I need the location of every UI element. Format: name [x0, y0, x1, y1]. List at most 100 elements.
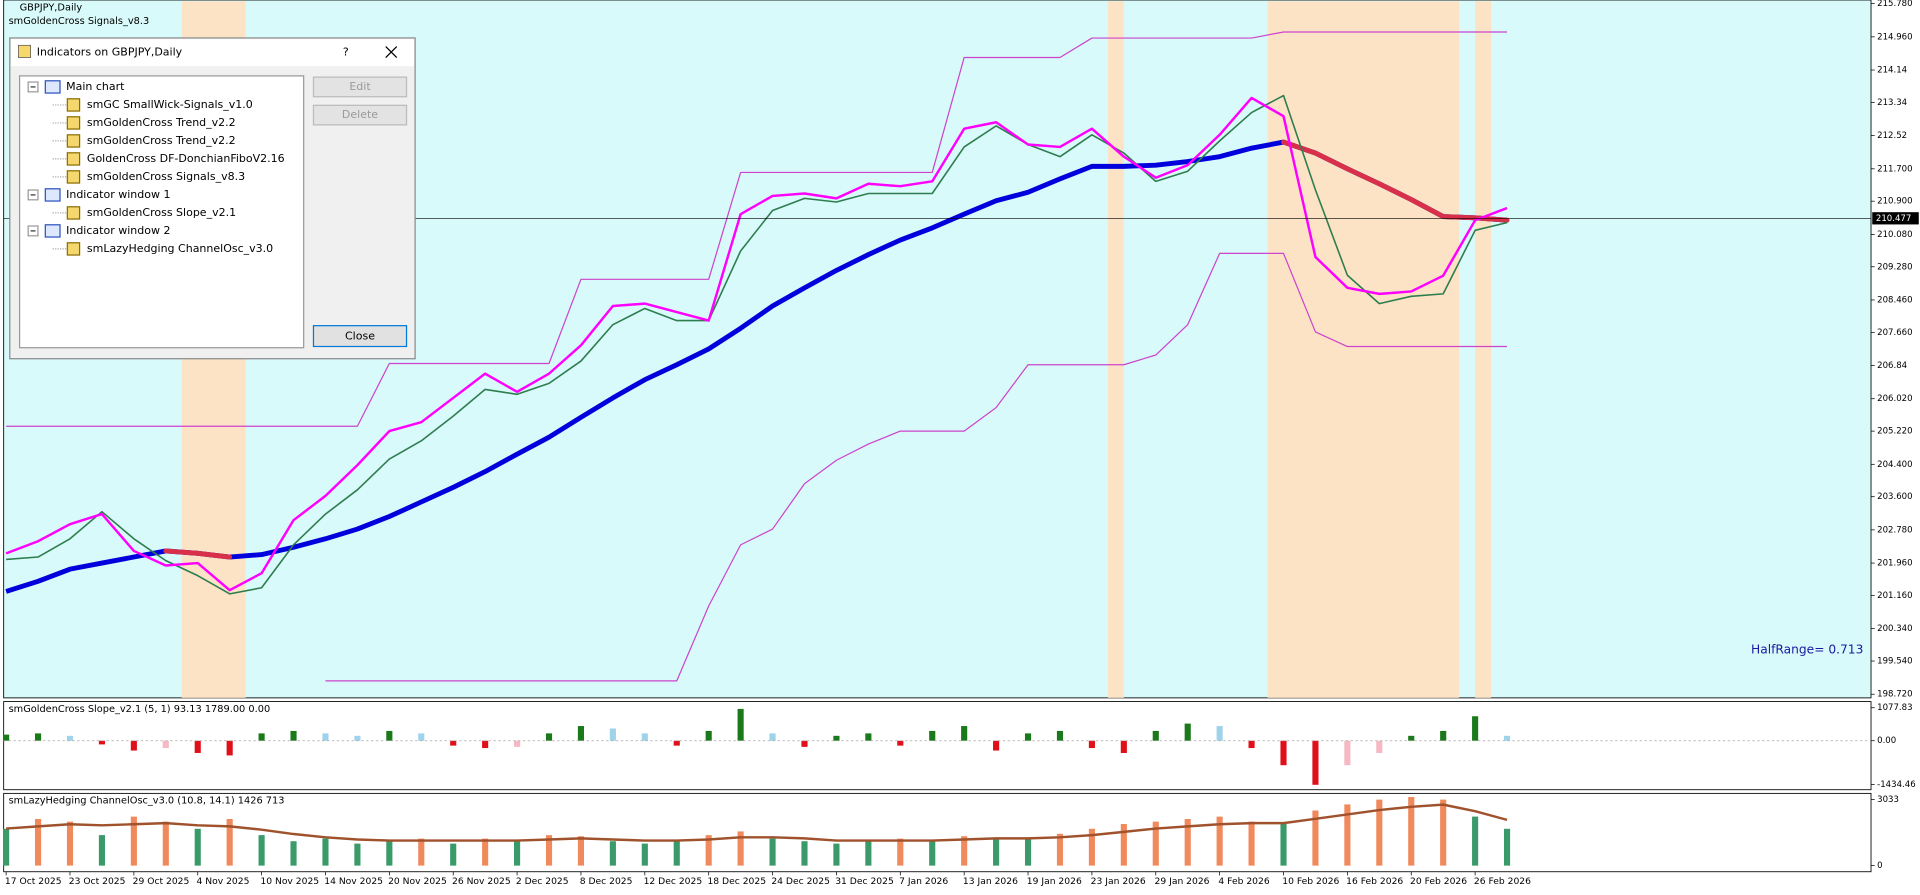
- slope-bar: [258, 733, 265, 741]
- window-icon: [44, 188, 61, 202]
- y-tick-label: 201.960: [1877, 559, 1912, 569]
- osc-bar: [577, 836, 585, 866]
- slope-bar: [833, 735, 840, 741]
- y-tick-label: 214.14: [1877, 66, 1907, 76]
- slope-bar: [897, 740, 904, 746]
- slope-bar: [322, 733, 329, 741]
- x-tick-label: 31 Dec 2025: [835, 876, 894, 887]
- slope-bar: [1312, 740, 1319, 785]
- slope-bar: [1408, 735, 1415, 741]
- x-tick-label: 26 Feb 2026: [1474, 876, 1531, 887]
- session-shade: [1107, 1, 1124, 698]
- osc-bar: [514, 841, 521, 866]
- indicator-line: [6, 803, 1508, 842]
- slope-bar: [577, 726, 585, 741]
- indicator-line: [6, 31, 1508, 427]
- osc-bar: [98, 835, 105, 866]
- slope-bar: [482, 740, 489, 749]
- osc-bar: [1248, 821, 1255, 866]
- x-tick-label: 29 Oct 2025: [133, 876, 190, 887]
- x-tick-label: 7 Jan 2026: [899, 876, 948, 887]
- x-tick-label: 4 Feb 2026: [1218, 876, 1269, 887]
- y-tick-label: 206.020: [1877, 394, 1912, 404]
- tree-item-label: smGoldenCross Slope_v2.1: [87, 206, 236, 219]
- pane-background: [3, 792, 1872, 873]
- osc-bar: [1280, 824, 1287, 866]
- x-tick-label: 23 Jan 2026: [1091, 876, 1146, 887]
- window-icon: [44, 80, 61, 94]
- falling-segment: [195, 550, 233, 560]
- osc-bar: [1472, 816, 1479, 866]
- indicator-line: [325, 252, 1508, 682]
- slope-bar: [737, 708, 744, 741]
- osc-bar: [1056, 833, 1064, 866]
- y-tick-label: 214.960: [1877, 32, 1912, 42]
- osc-bar: [929, 841, 936, 866]
- osc-bar: [1312, 810, 1319, 866]
- osc-bar: [1376, 799, 1383, 866]
- osc-bar: [386, 841, 393, 866]
- y-tick-label: 202.780: [1877, 525, 1912, 535]
- indicator-icon: [66, 98, 81, 112]
- dialog-icon: [18, 44, 31, 58]
- x-tick-label: 20 Feb 2026: [1410, 876, 1467, 887]
- slope-bar: [130, 740, 137, 751]
- slope-bar: [1024, 733, 1032, 741]
- y-tick-label: 212.52: [1877, 131, 1907, 141]
- falling-segment: [1376, 181, 1414, 203]
- session-shade: [1475, 1, 1492, 698]
- x-tick-label: 12 Dec 2025: [644, 876, 703, 887]
- x-tick-label: 17 Oct 2025: [5, 876, 62, 887]
- y-tick-label: 3033: [1877, 795, 1899, 805]
- osc-bar: [66, 821, 74, 866]
- x-tick-label: 26 Nov 2025: [452, 876, 511, 887]
- indicators-dialog[interactable]: Indicators on GBPJPY,Daily ? Main chart s…: [9, 37, 416, 360]
- slope-bar: [1216, 726, 1223, 741]
- slope-bar: [1440, 730, 1447, 741]
- slope-bar: [961, 726, 968, 741]
- delete-button[interactable]: [312, 104, 408, 126]
- pane-title: smGoldenCross Slope_v2.1 (5, 1) 93.13 17…: [9, 704, 271, 715]
- slope-bar: [865, 733, 872, 741]
- osc-bar: [450, 843, 457, 866]
- window-icon: [44, 224, 61, 238]
- close-x[interactable]: [385, 46, 398, 58]
- delete-label: Delete: [342, 108, 378, 121]
- edit-button[interactable]: [312, 76, 408, 98]
- x-tick-label: 18 Dec 2025: [707, 876, 766, 887]
- slope-bar: [98, 740, 105, 745]
- slope-bar: [290, 730, 297, 741]
- symbol-label: GBPJPY,Daily: [20, 2, 83, 13]
- y-tick-label: 207.660: [1877, 328, 1912, 338]
- slope-bar: [3, 734, 10, 741]
- tree-item-label: smGoldenCross Trend_v2.2: [87, 134, 236, 147]
- osc-bar: [865, 841, 872, 866]
- slope-bar: [34, 733, 42, 741]
- indicator-line: [6, 94, 1508, 595]
- osc-bar: [1440, 799, 1447, 866]
- y-tick-label: -1434.46: [1877, 780, 1916, 790]
- close-button[interactable]: [312, 325, 408, 348]
- slope-bar: [1503, 735, 1511, 741]
- y-tick-label: 209.280: [1877, 262, 1912, 272]
- falling-segment: [163, 548, 201, 556]
- indicator-label: smGoldenCross Signals_v8.3: [9, 16, 150, 27]
- falling-segment: [1312, 150, 1350, 172]
- indicator-line: [5, 139, 1508, 594]
- indicator-icon: [66, 134, 81, 148]
- help-button[interactable]: ?: [343, 46, 349, 59]
- indicator-icon: [66, 152, 81, 166]
- osc-bar: [673, 841, 680, 866]
- y-tick-label: 210.080: [1877, 230, 1912, 240]
- y-tick-label: 206.84: [1877, 361, 1907, 371]
- osc-bar: [1024, 838, 1032, 866]
- falling-segment: [1440, 214, 1478, 221]
- indicator-icon: [66, 116, 81, 130]
- tree-item-label: smLazyHedging ChannelOsc_v3.0: [87, 242, 273, 255]
- osc-bar: [769, 838, 776, 866]
- osc-bar: [1120, 824, 1127, 866]
- x-tick-label: 24 Dec 2025: [771, 876, 830, 887]
- osc-bar: [737, 831, 744, 866]
- osc-bar: [545, 835, 553, 866]
- slope-bar: [801, 740, 808, 747]
